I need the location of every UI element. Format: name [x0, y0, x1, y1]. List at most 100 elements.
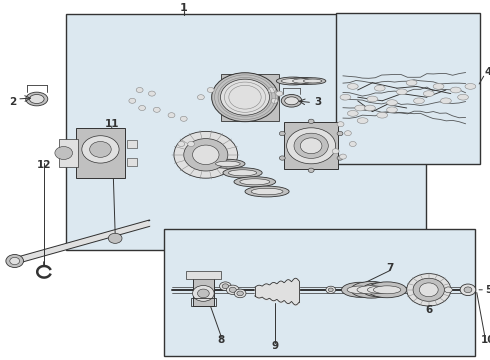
Circle shape: [271, 98, 278, 103]
Circle shape: [444, 287, 452, 293]
Circle shape: [340, 154, 346, 159]
Ellipse shape: [414, 98, 424, 104]
Circle shape: [349, 141, 356, 147]
Circle shape: [6, 255, 24, 267]
Ellipse shape: [303, 79, 322, 83]
Circle shape: [413, 278, 444, 301]
Ellipse shape: [285, 97, 298, 105]
Circle shape: [276, 91, 283, 96]
Bar: [284, 122, 338, 169]
Circle shape: [332, 149, 339, 154]
Circle shape: [229, 287, 236, 292]
Text: 3: 3: [314, 96, 321, 107]
Text: 11: 11: [104, 119, 119, 129]
Ellipse shape: [465, 84, 476, 89]
Text: 8: 8: [218, 335, 225, 345]
Circle shape: [90, 141, 111, 157]
Ellipse shape: [347, 111, 358, 116]
Ellipse shape: [342, 282, 379, 297]
Ellipse shape: [25, 92, 48, 106]
Text: 9: 9: [272, 341, 279, 351]
Ellipse shape: [216, 161, 240, 166]
Ellipse shape: [357, 285, 386, 294]
Ellipse shape: [347, 286, 373, 293]
Ellipse shape: [340, 94, 351, 100]
Ellipse shape: [357, 118, 368, 123]
Ellipse shape: [368, 286, 392, 293]
Ellipse shape: [396, 89, 407, 95]
Circle shape: [197, 289, 209, 298]
Circle shape: [222, 284, 229, 289]
Circle shape: [279, 156, 285, 160]
Ellipse shape: [281, 94, 302, 107]
Circle shape: [308, 168, 314, 172]
Text: 4: 4: [485, 67, 490, 77]
Circle shape: [460, 284, 476, 296]
Ellipse shape: [299, 78, 326, 84]
Ellipse shape: [276, 77, 310, 85]
Circle shape: [220, 282, 231, 291]
Circle shape: [287, 128, 336, 164]
Circle shape: [188, 141, 195, 147]
Circle shape: [55, 147, 73, 159]
Bar: [220, 74, 279, 121]
Ellipse shape: [251, 188, 283, 195]
Circle shape: [308, 119, 314, 123]
Circle shape: [326, 286, 336, 293]
Bar: [193, 274, 214, 306]
Bar: [186, 271, 220, 279]
Circle shape: [193, 145, 219, 165]
Ellipse shape: [367, 96, 378, 102]
Text: 10: 10: [481, 335, 490, 345]
Ellipse shape: [387, 107, 397, 113]
Ellipse shape: [423, 91, 434, 96]
Circle shape: [220, 79, 270, 115]
Circle shape: [237, 291, 244, 296]
Ellipse shape: [240, 179, 270, 185]
Circle shape: [337, 156, 343, 160]
FancyBboxPatch shape: [14, 221, 150, 264]
Circle shape: [328, 288, 333, 292]
Circle shape: [129, 98, 136, 103]
Ellipse shape: [365, 105, 375, 111]
Bar: [127, 158, 137, 166]
Circle shape: [148, 91, 155, 96]
Circle shape: [337, 122, 344, 127]
Ellipse shape: [406, 80, 417, 86]
Circle shape: [108, 233, 122, 243]
Text: 5: 5: [485, 285, 490, 295]
Circle shape: [419, 283, 438, 297]
Ellipse shape: [441, 98, 451, 104]
Circle shape: [337, 131, 343, 136]
Circle shape: [464, 287, 472, 293]
Bar: [164, 229, 475, 356]
Ellipse shape: [234, 177, 275, 187]
Ellipse shape: [450, 87, 461, 93]
Circle shape: [234, 289, 246, 298]
Circle shape: [168, 113, 175, 118]
Ellipse shape: [362, 283, 397, 297]
Ellipse shape: [281, 78, 305, 84]
Bar: [191, 298, 216, 306]
Ellipse shape: [351, 282, 392, 298]
Circle shape: [139, 105, 146, 111]
Circle shape: [279, 131, 285, 136]
Ellipse shape: [245, 186, 289, 197]
Ellipse shape: [373, 286, 401, 294]
Ellipse shape: [368, 282, 407, 298]
Ellipse shape: [374, 85, 385, 91]
Circle shape: [207, 87, 214, 93]
Text: 1: 1: [180, 3, 188, 13]
Ellipse shape: [288, 77, 318, 85]
Text: 6: 6: [425, 305, 432, 315]
Circle shape: [178, 141, 185, 147]
Circle shape: [212, 73, 278, 122]
Ellipse shape: [387, 100, 397, 105]
Circle shape: [153, 107, 160, 112]
Text: 12: 12: [37, 160, 51, 170]
Circle shape: [174, 131, 238, 178]
Circle shape: [300, 138, 322, 154]
Text: 7: 7: [386, 263, 393, 273]
Circle shape: [184, 139, 228, 171]
Ellipse shape: [347, 84, 358, 89]
